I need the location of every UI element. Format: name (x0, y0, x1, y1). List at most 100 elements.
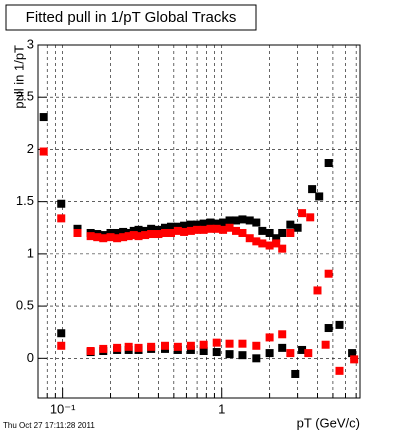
marker (39, 113, 48, 122)
marker (186, 226, 195, 235)
marker (225, 223, 234, 232)
marker (238, 339, 247, 348)
marker (180, 221, 189, 230)
marker (350, 355, 359, 364)
marker (199, 225, 208, 234)
marker (225, 339, 234, 348)
marker (212, 224, 221, 233)
marker (212, 219, 221, 228)
marker (272, 239, 281, 248)
marker (304, 349, 313, 358)
marker (286, 228, 295, 237)
marker (252, 341, 261, 350)
marker (39, 147, 48, 156)
marker (324, 269, 333, 278)
marker (113, 343, 122, 352)
marker (219, 218, 228, 227)
marker (93, 233, 102, 242)
marker (258, 239, 267, 248)
marker (278, 228, 287, 237)
marker (124, 232, 133, 241)
marker (335, 366, 344, 375)
marker (348, 349, 357, 358)
marker (238, 215, 247, 224)
marker (321, 340, 330, 349)
marker (324, 324, 333, 333)
x-tick-label: 10⁻¹ (50, 401, 76, 416)
marker (212, 348, 221, 357)
marker (134, 232, 143, 241)
marker (219, 225, 228, 234)
marker (141, 231, 150, 240)
marker (119, 227, 128, 236)
marker (324, 159, 333, 168)
marker (161, 341, 170, 350)
marker (298, 209, 307, 218)
marker (298, 345, 307, 354)
y-tick-label: 0 (27, 350, 34, 365)
marker (141, 226, 150, 235)
marker (57, 329, 66, 338)
marker (308, 185, 317, 194)
marker (212, 338, 221, 347)
marker (225, 350, 234, 359)
marker (173, 226, 182, 235)
marker (245, 234, 254, 243)
marker (252, 237, 261, 246)
marker (313, 286, 322, 295)
marker (186, 220, 195, 229)
marker (161, 228, 170, 237)
marker (315, 192, 324, 201)
marker (57, 199, 66, 208)
y-tick-label: 1 (27, 245, 34, 260)
marker (147, 224, 156, 233)
marker (154, 225, 163, 234)
marker (286, 220, 295, 229)
marker (173, 222, 182, 231)
marker (278, 330, 287, 339)
marker (199, 347, 208, 356)
marker (147, 230, 156, 239)
title-box (5, 4, 257, 31)
marker (193, 225, 202, 234)
marker (186, 345, 195, 354)
marker (272, 234, 281, 243)
marker (119, 233, 128, 242)
y-tick-label: 3 (27, 36, 34, 51)
marker (265, 349, 274, 358)
marker (73, 228, 82, 237)
marker (258, 226, 267, 235)
y-tick-label: 2 (27, 141, 34, 156)
marker (113, 228, 122, 237)
marker (154, 230, 163, 239)
marker (238, 351, 247, 360)
marker (57, 341, 66, 350)
x-axis-label: pT (GeV/c) (297, 415, 360, 430)
timestamp: Thu Oct 27 17:11:28 2011 (3, 421, 95, 430)
marker (232, 216, 241, 225)
marker (99, 234, 108, 243)
marker (57, 214, 66, 223)
marker (161, 223, 170, 232)
marker (278, 343, 287, 352)
marker (173, 342, 182, 351)
marker (265, 241, 274, 250)
marker (206, 224, 215, 233)
marker (199, 340, 208, 349)
marker (291, 369, 300, 378)
marker (232, 226, 241, 235)
marker (193, 220, 202, 229)
marker (167, 222, 176, 231)
marker (335, 320, 344, 329)
x-tick-label: 1 (218, 401, 225, 416)
marker (199, 219, 208, 228)
marker (252, 218, 261, 227)
marker (167, 228, 176, 237)
marker (225, 216, 234, 225)
marker (134, 225, 143, 234)
marker (306, 213, 315, 222)
marker (186, 341, 195, 350)
marker (73, 224, 82, 233)
marker (206, 218, 215, 227)
